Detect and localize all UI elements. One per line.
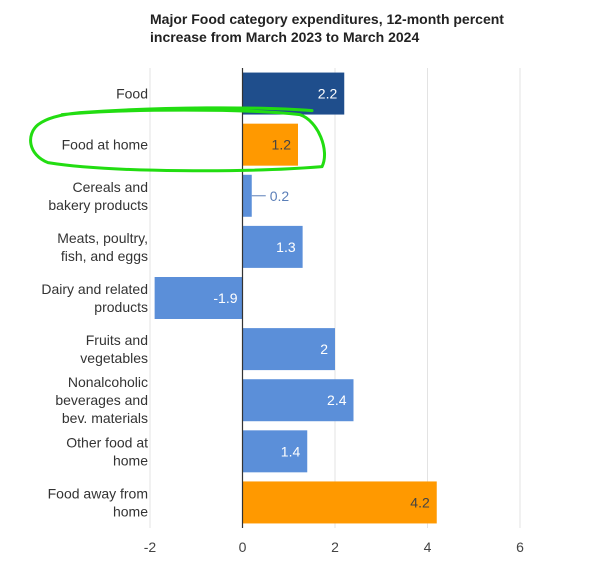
category-label: Food away from home xyxy=(48,485,149,519)
category-label: Nonalcoholic beverages and bev. materials xyxy=(55,374,148,426)
value-label: 4.2 xyxy=(410,494,430,510)
bar xyxy=(242,430,308,473)
bar xyxy=(242,481,437,524)
category-label: Fruits and vegetables xyxy=(80,332,148,366)
category-label: Food at home xyxy=(62,137,149,153)
bar xyxy=(242,379,354,422)
x-tick-label: 2 xyxy=(331,539,339,555)
value-label: 0.2 xyxy=(270,188,290,204)
category-label: Food xyxy=(116,86,148,102)
category-label: Cereals and bakery products xyxy=(48,179,148,213)
bar xyxy=(154,277,243,319)
category-label: Meats, poultry, fish, and eggs xyxy=(57,230,148,264)
value-label: 1.3 xyxy=(276,239,296,255)
highlight-circle-annotation xyxy=(29,106,327,173)
bar xyxy=(242,174,252,217)
bar xyxy=(242,123,298,166)
bars xyxy=(154,72,437,524)
bar xyxy=(242,328,335,371)
x-tick-label: 0 xyxy=(239,539,247,555)
chart-title: Major Food category expenditures, 12-mon… xyxy=(150,11,504,45)
bar xyxy=(242,225,303,268)
category-label: Other food at home xyxy=(66,434,148,468)
x-tick-label: 6 xyxy=(516,539,524,555)
annotations xyxy=(29,106,327,173)
value-label: 1.2 xyxy=(272,137,292,153)
x-tick-label: -2 xyxy=(144,539,157,555)
value-label: 2 xyxy=(320,341,328,357)
x-tick-label: 4 xyxy=(424,539,432,555)
labels: -2 0 2 4 6 Food 2.2 Food at home 1.2 Cereals and b… xyxy=(41,86,524,555)
value-label: 2.4 xyxy=(327,392,347,408)
value-label: 2.2 xyxy=(318,86,338,102)
gridlines xyxy=(149,68,521,528)
value-label: 1.4 xyxy=(281,443,301,459)
value-label: -1.9 xyxy=(213,290,237,306)
category-label: Dairy and related products xyxy=(41,281,148,315)
